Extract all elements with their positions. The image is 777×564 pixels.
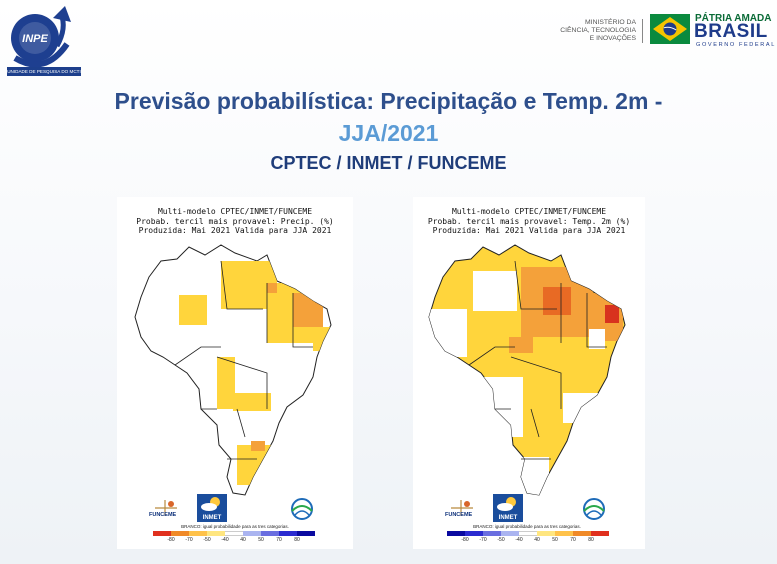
precip-anomaly-patch [217,357,235,409]
temp-anomaly-patch [543,287,571,315]
legend-tick: 40 [240,537,246,543]
legend-tick: 70 [276,537,282,543]
page-title: Previsão probabilística: Precipitação e … [114,88,663,114]
legend-swatch [519,531,537,536]
temp-map-header: Multi-modelo CPTEC/INMET/FUNCEME Probab.… [413,207,645,236]
legend-swatch [483,531,501,536]
legend-swatch [189,531,207,536]
temp-anomaly-patch [601,393,611,399]
ministry-line-3: E INOVAÇÕES [589,35,636,42]
inpe-logo: INPE [11,6,71,68]
legend-tick: 70 [570,537,576,543]
inmet-logo-text: INMET [498,515,518,521]
inmet-logo [197,494,227,522]
cloud-sun-icon [497,497,516,511]
legend-tick: -40 [221,537,229,543]
temp-brazil-map [428,244,626,496]
precip-legend-caption: BRANCO: igual probabilidade para as tres… [181,524,289,529]
inpe-logo-text: INPE [22,33,48,45]
temp-neutral-patch [473,271,517,311]
cptec-logo [583,498,605,520]
funceme-logo [155,500,177,516]
gov-federal: GOVERNO FEDERAL [696,42,776,48]
precip-header-line-1: Multi-modelo CPTEC/INMET/FUNCEME [157,207,313,216]
legend-swatch [501,531,519,536]
legend-tick: -50 [497,537,505,543]
precip-header-line-2: Probab. tercil mais provavel: Precip. (%… [136,216,334,226]
precip-map-header: Multi-modelo CPTEC/INMET/FUNCEME Probab.… [117,207,353,236]
legend-swatch [573,531,591,536]
funceme-logo [451,500,473,516]
precip-legend-ticks: -80 -70 -50 -40 40 50 70 80 [162,537,306,543]
precip-anomaly-patch [179,295,207,325]
legend-swatch [279,531,297,536]
temp-legend-bar [447,531,609,536]
legend-swatch [447,531,465,536]
ministry-line-1: MINISTÉRIO DA [585,19,636,26]
precip-anomaly-patch [293,293,323,327]
legend-swatch [465,531,483,536]
temp-legend-ticks: -80 -70 -50 -40 40 50 70 80 [456,537,600,543]
precip-legend-bar [153,531,315,536]
legend-tick: 50 [258,537,264,543]
legend-tick: -50 [203,537,211,543]
precip-anomaly-patch [233,393,271,411]
temp-header-line-2: Probab. tercil mais provavel: Temp. 2m (… [427,216,631,226]
temp-neutral-patch [519,457,549,495]
temp-header-line-3: Produzida: Mai 2021 Valida para JJA 2021 [432,226,626,235]
legend-swatch [261,531,279,536]
page-subtitle: CPTEC / INMET / FUNCEME [270,153,507,173]
inmet-logo-text: INMET [202,515,222,521]
legend-tick: 80 [294,537,300,543]
legend-swatch [207,531,225,536]
legend-tick: 50 [552,537,558,543]
temp-neutral-patch [483,377,523,437]
precip-header-line-3: Produzida: Mai 2021 Valida para JJA 2021 [138,226,332,235]
legend-tick: 80 [588,537,594,543]
temp-legend-caption: BRANCO: igual probabilidade para as tres… [473,524,581,529]
temp-anomaly-patch [509,337,533,353]
precip-brazil-map [134,244,332,496]
legend-swatch [225,531,243,536]
temp-header-line-1: Multi-modelo CPTEC/INMET/FUNCEME [451,207,607,216]
funceme-logo-text: FUNCEME [445,512,473,518]
legend-swatch [171,531,189,536]
gov-slogan: PÁTRIA AMADA [695,13,772,24]
legend-tick: -80 [167,537,175,543]
inpe-caption: UNIDADE DE PESQUISA DO MCTI [7,67,81,76]
precip-anomaly-patch [267,283,277,293]
ministry-line-2: CIÊNCIA, TECNOLOGIA [560,27,636,34]
cloud-sun-icon [201,497,220,511]
inmet-logo [493,494,523,522]
cptec-logo [291,498,313,520]
legend-swatch [591,531,609,536]
temp-anomaly-patch [605,305,619,323]
ministry-label: MINISTÉRIO DA CIÊNCIA, TECNOLOGIA E INOV… [548,19,643,43]
temp-neutral-patch [429,309,467,357]
legend-swatch [537,531,555,536]
temp-map-panel: Multi-modelo CPTEC/INMET/FUNCEME Probab.… [413,197,645,549]
legend-tick: 40 [534,537,540,543]
temp-neutral-patch [589,329,605,349]
legend-swatch [153,531,171,536]
legend-swatch [297,531,315,536]
legend-tick: -70 [479,537,487,543]
funceme-logo-text: FUNCEME [149,512,177,518]
legend-tick: -70 [185,537,193,543]
precip-map-panel: Multi-modelo CPTEC/INMET/FUNCEME Probab.… [117,197,353,549]
legend-swatch [555,531,573,536]
brazil-flag-icon [650,14,690,44]
legend-tick: -40 [515,537,523,543]
legend-tick: -80 [461,537,469,543]
page-period: JJA/2021 [338,120,439,146]
legend-swatch [243,531,261,536]
precip-anomaly-patch [251,441,265,451]
gov-brasil: BRASIL [694,21,768,42]
temp-neutral-patch [563,393,603,423]
